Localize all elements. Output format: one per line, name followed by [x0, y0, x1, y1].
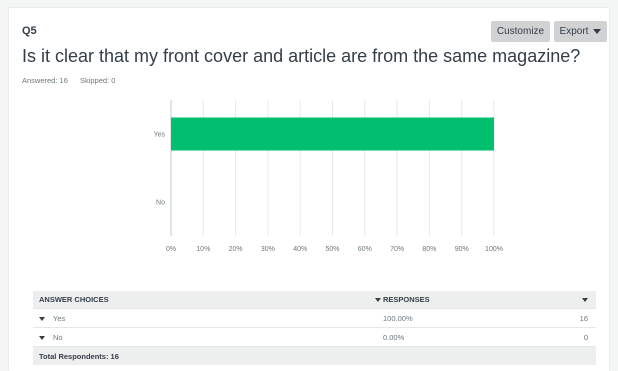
caret-down-icon: [593, 29, 602, 34]
row-choice-label: No: [53, 332, 63, 342]
sort-choices-icon[interactable]: [375, 298, 381, 302]
expand-caret-icon[interactable]: [39, 335, 45, 340]
row-percent: 100.00%: [383, 313, 413, 323]
x-tick-label: 50%: [325, 246, 339, 253]
response-meta: Answered: 16 Skipped: 0: [22, 76, 125, 85]
question-card: Q5 Customize Export Is it clear that my …: [9, 8, 609, 371]
row-count: 0: [583, 332, 588, 342]
x-tick-label: 70%: [390, 246, 404, 253]
x-tick-label: 60%: [358, 246, 372, 253]
customize-label: Customize: [496, 26, 545, 37]
table-row: Yes 100.00% 16: [33, 309, 596, 328]
row-choice-label: Yes: [53, 313, 66, 323]
x-tick-label: 80%: [422, 246, 436, 253]
export-label: Export: [559, 26, 589, 37]
response-chart: 0% 10% 20% 30% 40% 50% 60% 70% 80% 90% 100% Yes No: [154, 100, 503, 253]
total-respondents: Total Respondents: 16: [39, 351, 119, 361]
row-choice-cell: No: [39, 333, 63, 342]
x-tick-label: 20%: [229, 246, 243, 253]
answer-table: ANSWER CHOICES RESPONSES Yes 100.00% 16 …: [33, 291, 596, 365]
x-tick-label: 40%: [293, 246, 307, 253]
row-count: 16: [579, 313, 588, 323]
header-answer-choices[interactable]: ANSWER CHOICES: [39, 295, 109, 304]
question-number: Q5: [22, 25, 37, 37]
row-choice-cell: Yes: [39, 314, 65, 323]
customize-button[interactable]: Customize: [491, 21, 550, 42]
row-percent: 0.00%: [383, 332, 405, 342]
table-header: ANSWER CHOICES RESPONSES: [33, 291, 596, 309]
x-tick-label: 90%: [455, 246, 469, 253]
x-tick-label: 0%: [166, 246, 176, 253]
skipped-count: Skipped: 0: [79, 76, 116, 85]
x-tick-label: 30%: [261, 246, 275, 253]
category-label: Yes: [154, 132, 166, 139]
table-row: No 0.00% 0: [33, 328, 596, 347]
question-title: Is it clear that my front cover and arti…: [22, 46, 581, 66]
sort-responses-icon[interactable]: [582, 298, 588, 302]
table-total-row: Total Respondents: 16: [33, 347, 596, 365]
x-tick-label: 10%: [196, 246, 210, 253]
bar-yes[interactable]: [171, 117, 494, 151]
category-label: No: [156, 200, 165, 207]
export-button[interactable]: Export: [554, 21, 607, 42]
header-responses[interactable]: RESPONSES: [383, 295, 430, 304]
expand-caret-icon[interactable]: [39, 316, 45, 321]
answered-count: Answered: 16: [22, 76, 68, 85]
x-tick-label: 100%: [485, 246, 503, 253]
